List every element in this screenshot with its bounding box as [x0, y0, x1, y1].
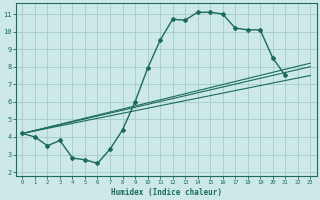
X-axis label: Humidex (Indice chaleur): Humidex (Indice chaleur) — [111, 188, 222, 197]
